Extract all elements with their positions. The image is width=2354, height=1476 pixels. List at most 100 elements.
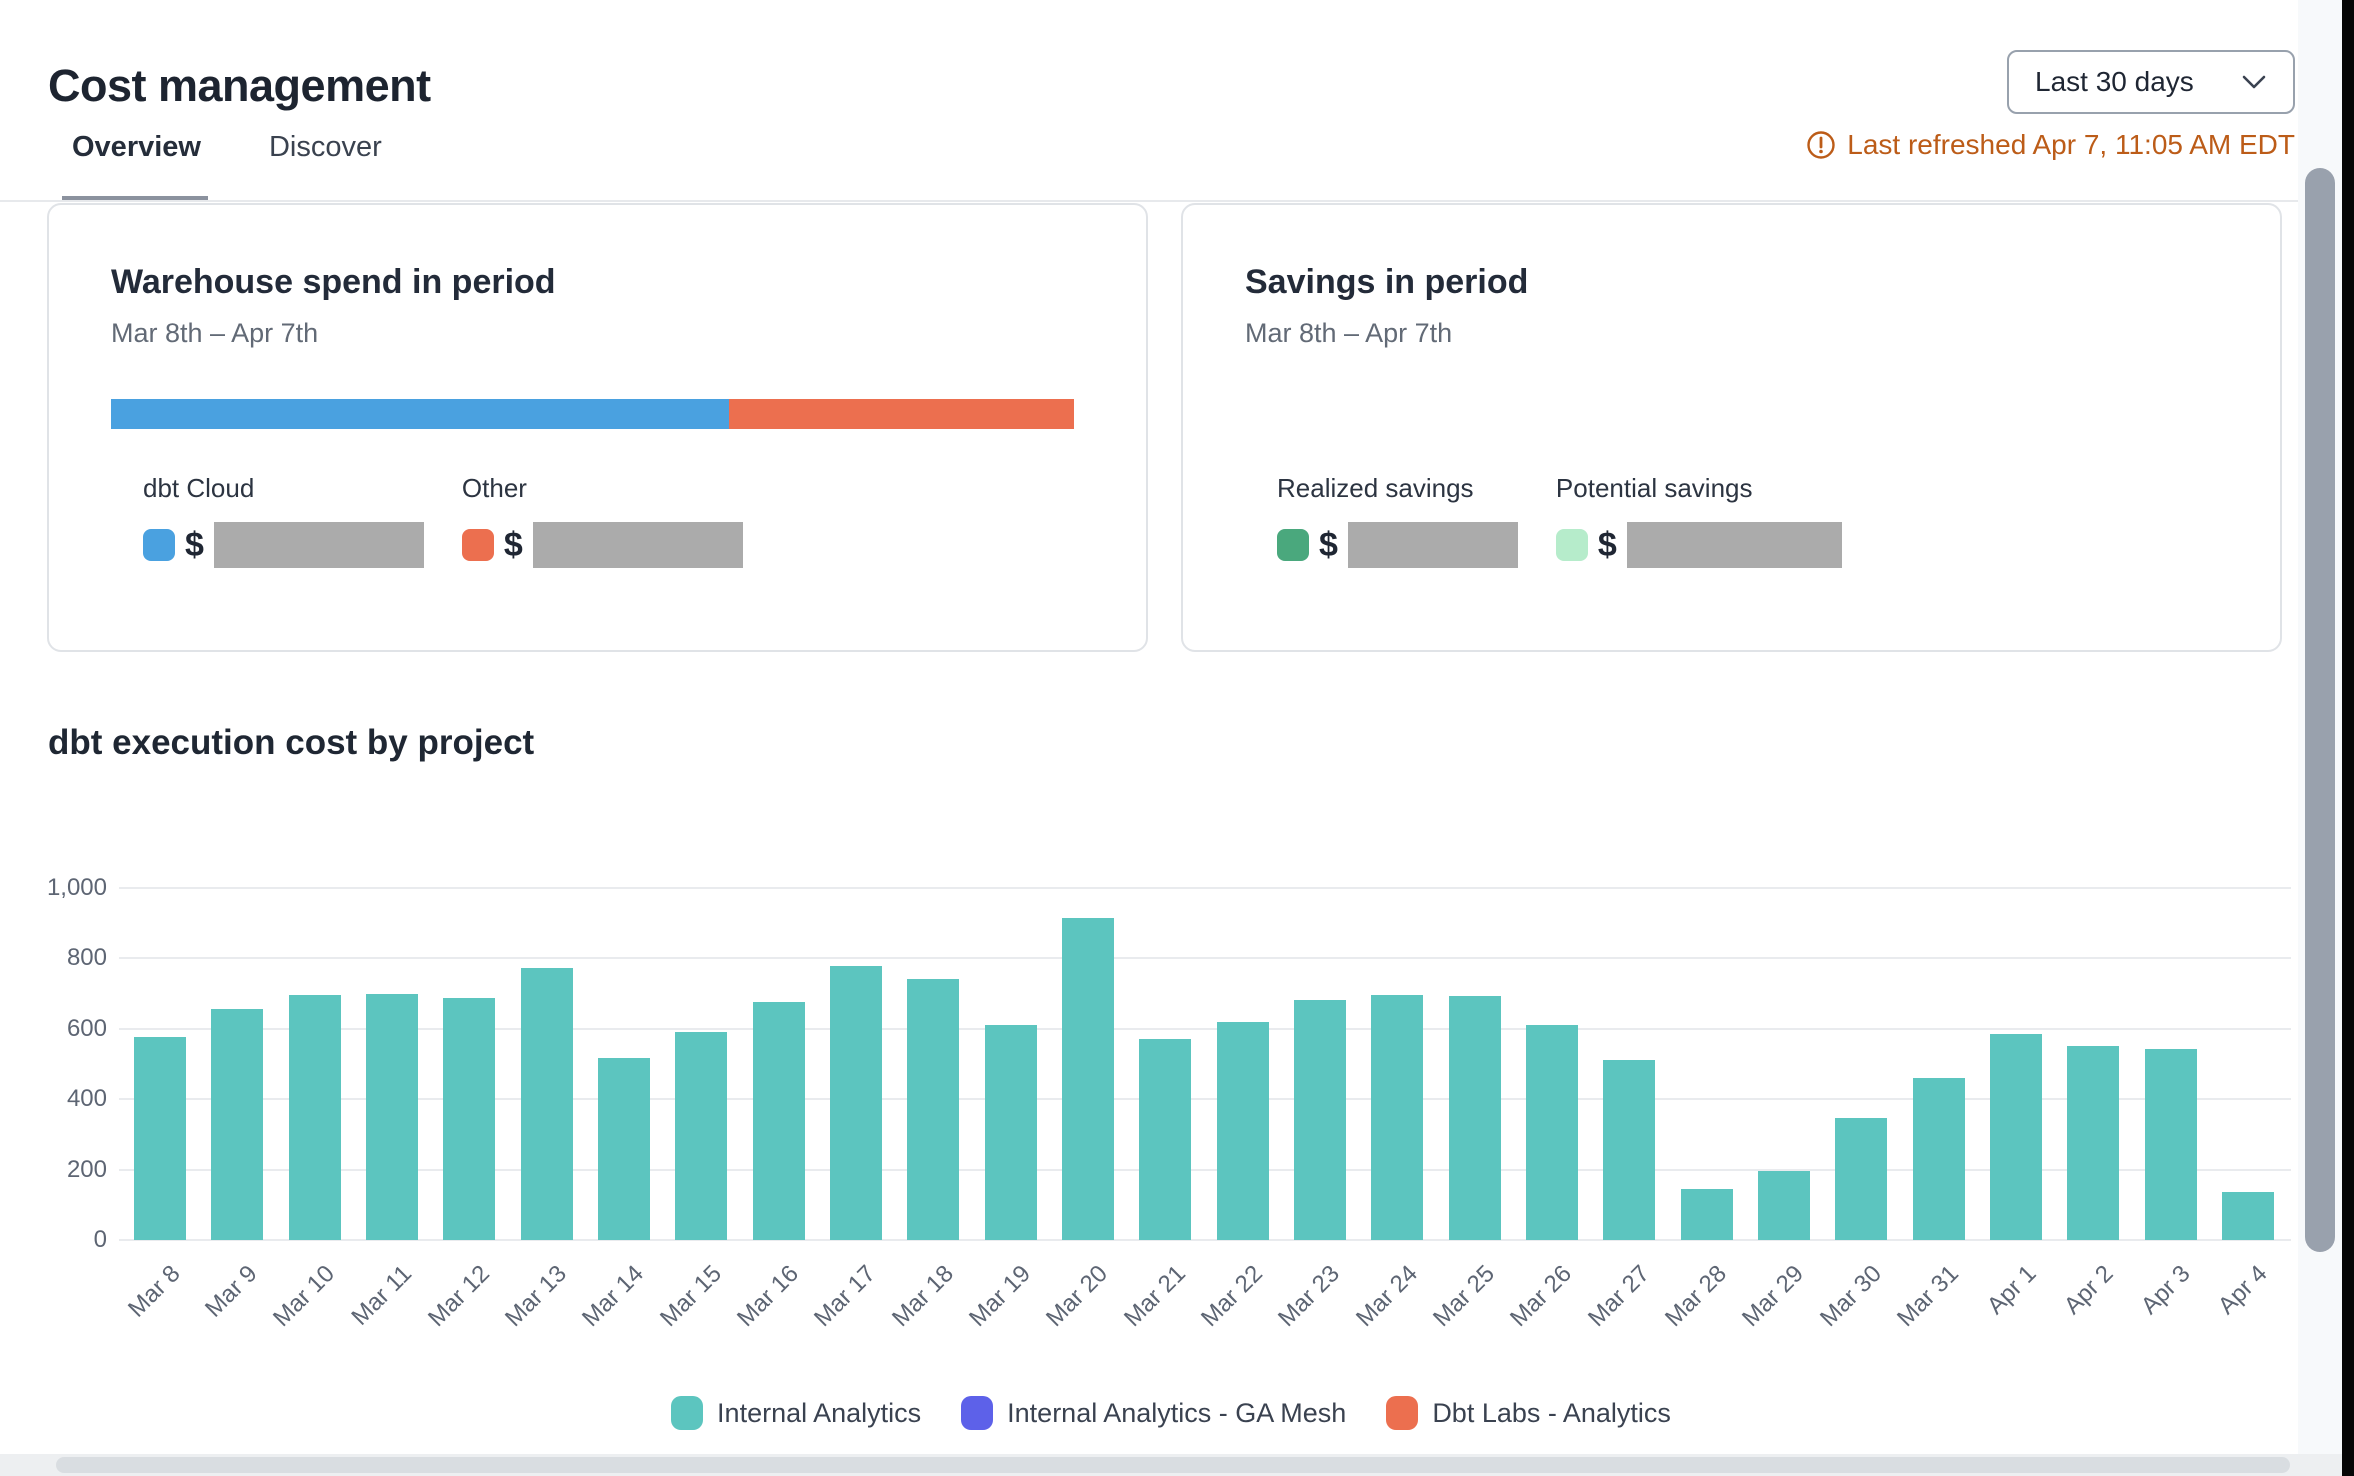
y-axis-tick-label: 400 (66, 1085, 107, 1113)
chart-title: dbt execution cost by project (48, 723, 535, 762)
x-axis-tick-label: Mar 29 (1737, 1260, 1810, 1333)
chart-bar-group: Mar 18 (887, 888, 960, 1332)
x-axis-tick-label: Mar 21 (1118, 1260, 1191, 1333)
chart-bar-group: Mar 9 (200, 888, 264, 1323)
bar-mar-23[interactable] (1293, 999, 1346, 1240)
bar-apr-2[interactable] (2067, 1046, 2120, 1240)
bar-mar-30[interactable] (1835, 1117, 1888, 1240)
bar-mar-22[interactable] (1216, 1022, 1269, 1240)
y-axis-tick-label: 800 (66, 944, 107, 972)
bar-mar-17[interactable] (829, 965, 882, 1240)
legend-swatch (671, 1396, 704, 1430)
legend-group-dbt-cloud: dbt Cloud $ (143, 473, 424, 568)
legend-label: Potential savings (1555, 473, 1753, 503)
bar-mar-21[interactable] (1139, 1039, 1192, 1240)
chart-legend-item: Internal Analytics - GA Mesh (961, 1396, 1346, 1430)
bar-mar-9[interactable] (211, 1008, 264, 1240)
warehouse-spend-stacked-bar (111, 399, 1075, 429)
stacked-bar-segment-other[interactable] (729, 399, 1075, 429)
bar-apr-4[interactable] (2221, 1192, 2274, 1240)
bar-mar-31[interactable] (1912, 1078, 1965, 1240)
bar-mar-29[interactable] (1757, 1171, 1810, 1240)
currency-symbol: $ (1319, 525, 1338, 564)
chart-bar-group: Mar 26 (1505, 888, 1578, 1332)
legend-group-other: Other $ (461, 473, 743, 568)
bar-mar-10[interactable] (288, 994, 341, 1240)
legend-label: Realized savings (1277, 473, 1474, 503)
legend-group-potential-savings: Potential savings $ (1555, 473, 1842, 568)
x-axis-tick-label: Apr 3 (2136, 1260, 2196, 1320)
chart-bar-group: Mar 15 (655, 888, 728, 1332)
other-swatch (461, 529, 494, 561)
page-title: Cost management (48, 60, 431, 112)
bar-mar-16[interactable] (752, 1001, 805, 1240)
chart-gridline (119, 1168, 2291, 1171)
bar-mar-24[interactable] (1371, 994, 1424, 1240)
bar-mar-28[interactable] (1680, 1189, 1733, 1240)
chart-bar-group: Apr 2 (2059, 888, 2120, 1320)
x-axis-tick-label: Mar 20 (1041, 1260, 1114, 1333)
x-axis-tick-label: Mar 8 (122, 1260, 186, 1323)
currency-symbol: $ (503, 525, 523, 564)
x-axis-tick-label: Mar 27 (1582, 1260, 1655, 1333)
last-refreshed-status: Last refreshed Apr 7, 11:05 AM EDT (1806, 129, 2295, 161)
bar-mar-14[interactable] (597, 1058, 650, 1240)
chart-gridline (119, 957, 2291, 960)
stacked-bar-segment-dbt-cloud[interactable] (111, 399, 730, 429)
chart-gridline (119, 887, 2291, 889)
x-axis-tick-label: Mar 14 (577, 1260, 650, 1333)
x-axis-tick-label: Mar 17 (809, 1260, 882, 1333)
x-axis-tick-label: Apr 4 (2213, 1260, 2274, 1320)
bar-mar-12[interactable] (443, 997, 496, 1240)
bar-mar-20[interactable] (1061, 918, 1114, 1240)
chart-legend: Internal Analytics Internal Analytics - G… (0, 1396, 2342, 1430)
vertical-scrollbar-thumb[interactable] (2305, 168, 2335, 1252)
potential-savings-swatch (1555, 529, 1588, 561)
bar-mar-8[interactable] (134, 1037, 186, 1240)
x-axis-tick-label: Mar 19 (963, 1260, 1036, 1333)
bar-apr-1[interactable] (1989, 1034, 2042, 1240)
bar-apr-3[interactable] (2144, 1049, 2197, 1240)
date-range-dropdown[interactable]: Last 30 days (2007, 50, 2295, 114)
active-tab-indicator (62, 196, 208, 202)
x-axis-tick-label: Mar 23 (1273, 1260, 1346, 1333)
dbt-cloud-swatch (143, 529, 175, 561)
x-axis-tick-label: Apr 2 (2058, 1260, 2119, 1320)
warehouse-spend-card: Warehouse spend in period Mar 8th – Apr … (47, 203, 1148, 652)
tab-overview[interactable]: Overview (72, 131, 201, 163)
x-axis-tick-label: Apr 1 (1981, 1260, 2042, 1320)
bar-mar-11[interactable] (365, 993, 418, 1240)
x-axis-tick-label: Mar 28 (1659, 1260, 1732, 1333)
bar-mar-26[interactable] (1525, 1024, 1578, 1240)
bar-mar-18[interactable] (907, 978, 960, 1240)
bar-mar-13[interactable] (520, 967, 573, 1240)
chart-bar-group: Mar 8 (123, 888, 186, 1323)
bar-mar-19[interactable] (984, 1024, 1037, 1240)
chart-bar-group: Apr 4 (2213, 888, 2274, 1320)
chart-bar-group: Mar 30 (1814, 888, 1888, 1332)
redacted-value (1347, 522, 1518, 568)
chart-bar-group: Mar 14 (577, 888, 650, 1332)
horizontal-scrollbar-thumb[interactable] (56, 1457, 2290, 1473)
chart-legend-item: Internal Analytics (671, 1396, 921, 1430)
bar-mar-25[interactable] (1448, 995, 1501, 1240)
x-axis-tick-label: Mar 15 (654, 1260, 727, 1333)
bar-mar-15[interactable] (675, 1032, 728, 1240)
chart-bar-group: Mar 21 (1119, 888, 1192, 1332)
savings-card: Savings in period Mar 8th – Apr 7th Real… (1181, 203, 2282, 652)
x-axis-tick-label: Mar 9 (200, 1260, 263, 1323)
legend-swatch (961, 1396, 994, 1430)
chart-bar-group: Apr 1 (1981, 888, 2042, 1320)
tab-discover[interactable]: Discover (268, 131, 382, 163)
chart-bar-group: Mar 20 (1041, 888, 1114, 1332)
warehouse-card-date-range: Mar 8th – Apr 7th (111, 318, 319, 348)
bar-mar-27[interactable] (1603, 1060, 1656, 1240)
redacted-value (213, 522, 424, 568)
x-axis-tick-label: Mar 31 (1891, 1260, 1964, 1333)
tab-bar-divider (0, 200, 2342, 202)
chart-bar-group: Mar 22 (1196, 888, 1269, 1332)
legend-swatch (1386, 1396, 1419, 1430)
chart-bar-group: Apr 3 (2136, 888, 2197, 1320)
x-axis-tick-label: Mar 13 (499, 1260, 572, 1333)
